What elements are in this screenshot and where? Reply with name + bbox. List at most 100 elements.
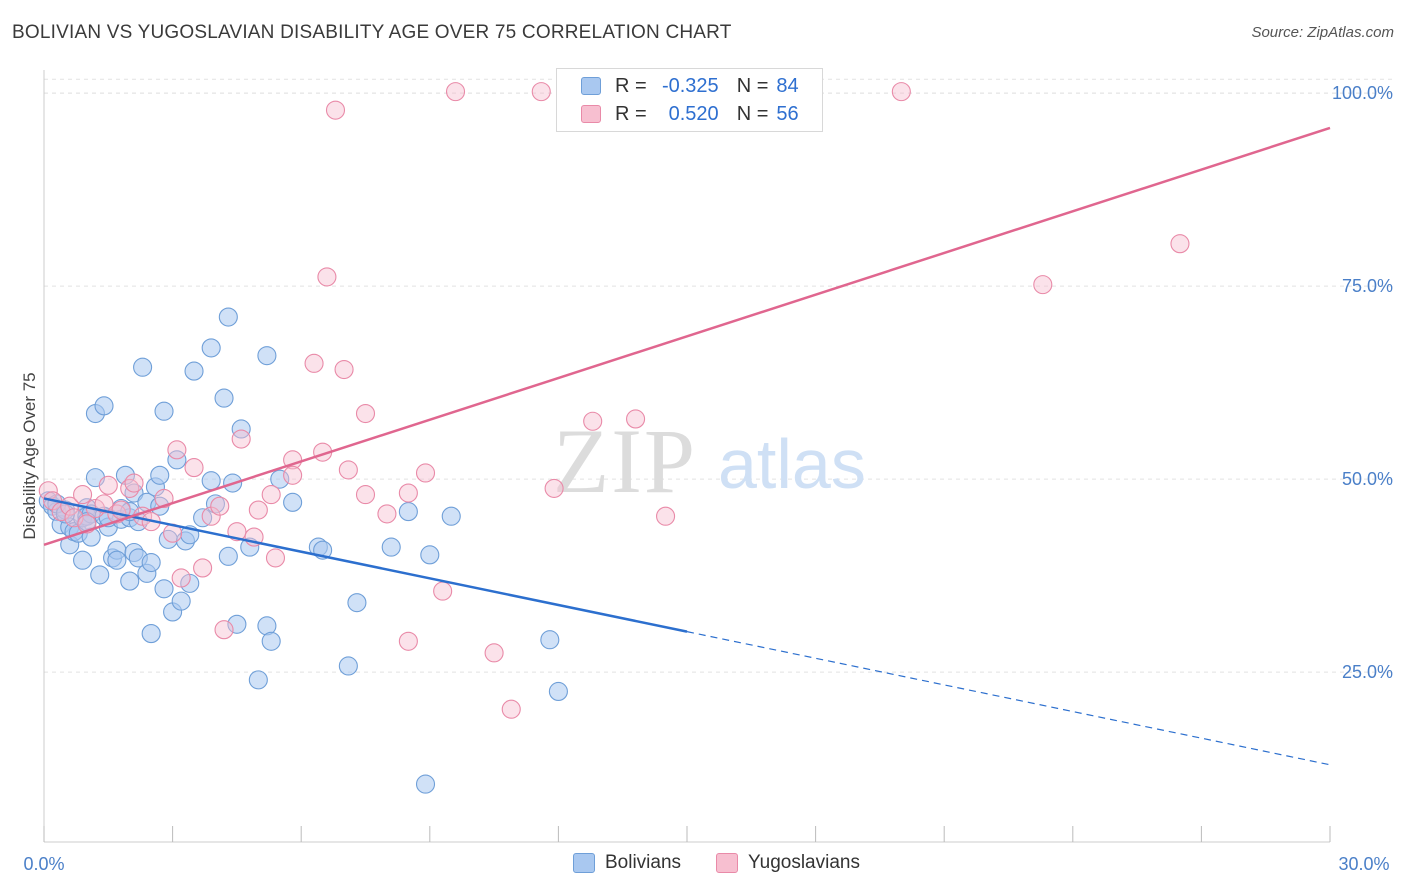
yugoslavian-point xyxy=(583,411,603,431)
yugoslavian-point xyxy=(231,429,251,449)
legend-n-label-2: N = xyxy=(736,102,769,125)
yugoslavian-point xyxy=(94,494,114,514)
trend-lines xyxy=(43,126,1331,766)
legend-n-value-1: 84 xyxy=(776,74,799,97)
y-tick-label: 50.0% xyxy=(1342,469,1393,489)
bolivian-point xyxy=(94,396,114,416)
yugoslavian-point xyxy=(1033,275,1053,295)
yugoslavian-point xyxy=(484,643,504,663)
yugoslavian-point xyxy=(501,699,521,719)
bolivians-trend-line xyxy=(43,497,688,633)
legend-row-bolivians: R = -0.325 N = 84 xyxy=(581,73,799,99)
grid-lines xyxy=(44,78,1392,673)
yugoslavian-point xyxy=(398,483,418,503)
bolivian-point xyxy=(107,550,127,570)
yugoslavian-point xyxy=(445,82,466,102)
bolivian-point xyxy=(283,492,303,512)
yugoslavian-point xyxy=(891,82,911,102)
bolivian-point xyxy=(227,614,247,634)
yugoslavian-point xyxy=(325,100,346,120)
legend-swatch-blue xyxy=(581,77,601,95)
legend-r-value-1: -0.325 xyxy=(661,74,719,97)
legend-r-label-1: R = xyxy=(615,74,647,97)
yugoslavian-point xyxy=(167,440,187,460)
yugoslavians-points xyxy=(38,82,1190,719)
yugoslavian-point xyxy=(73,485,93,505)
yugoslavian-point xyxy=(283,465,303,485)
bolivian-point xyxy=(73,550,93,570)
bolivian-point xyxy=(261,631,281,651)
yugoslavian-point xyxy=(193,558,213,578)
bolivian-point xyxy=(150,465,170,485)
bolivian-point xyxy=(548,681,568,702)
legend-row-yugoslavians: R = 0.520 N = 56 xyxy=(581,101,799,127)
bolivian-point xyxy=(141,624,161,644)
yugoslavian-point xyxy=(317,267,337,287)
yugoslavian-point xyxy=(154,488,174,509)
tick-labels: 25.0% 50.0% 75.0% 100.0% 0.0% 30.0% xyxy=(23,83,1393,874)
legend-r-value-2: 0.520 xyxy=(668,102,719,125)
bolivian-point xyxy=(201,471,221,491)
yugoslavians-trend-line xyxy=(43,126,1331,546)
bolivian-point xyxy=(171,591,191,611)
series-legend: Bolivians Yugoslavians xyxy=(0,852,1406,876)
legend-n-label-1: N = xyxy=(736,74,769,97)
watermark-atlas: atlas xyxy=(718,425,866,503)
yugoslavian-point xyxy=(248,500,268,520)
x-tick-label-max: 30.0% xyxy=(1338,854,1389,874)
bolivians-label: Bolivians xyxy=(605,852,682,873)
bolivian-point xyxy=(214,388,234,408)
bolivian-point xyxy=(167,450,187,470)
yugoslavian-point xyxy=(265,548,286,568)
bolivians-trend-extension xyxy=(686,631,1331,766)
bolivian-point xyxy=(154,401,174,421)
bolivian-point xyxy=(154,579,174,599)
yugoslavian-point xyxy=(124,473,144,493)
yugoslavian-point xyxy=(214,620,234,640)
bolivian-point xyxy=(141,552,161,573)
yugoslavian-point xyxy=(1170,234,1190,254)
axes xyxy=(43,70,1331,843)
yugoslavian-point xyxy=(98,475,118,495)
legend-swatch-pink xyxy=(581,105,601,123)
yugoslavian-point xyxy=(544,478,564,498)
yugoslavian-point xyxy=(227,522,247,542)
yugoslavian-point xyxy=(184,458,204,478)
yugoslavian-point xyxy=(355,485,376,505)
yugoslavian-point xyxy=(304,353,324,373)
yugoslavian-point xyxy=(210,496,230,516)
bolivian-point xyxy=(90,565,110,585)
yugoslavian-point xyxy=(415,463,436,483)
yugoslavian-point xyxy=(656,506,676,526)
y-tick-label: 100.0% xyxy=(1332,83,1393,103)
bolivian-point xyxy=(398,502,418,522)
x-tick-label-min: 0.0% xyxy=(23,854,64,874)
bolivian-point xyxy=(441,506,461,526)
source-label: Source: ZipAtlas.com xyxy=(1251,24,1394,41)
yugoslavian-point xyxy=(377,504,397,524)
y-axis-label: Disability Age Over 75 xyxy=(20,372,39,539)
legend-r-label-2: R = xyxy=(615,102,647,125)
y-tick-label: 25.0% xyxy=(1342,662,1393,682)
yugoslavian-point xyxy=(433,581,453,601)
bolivian-point xyxy=(120,571,140,591)
bolivians-points xyxy=(38,307,568,794)
bolivian-point xyxy=(218,546,238,566)
yugoslavian-point xyxy=(334,359,354,380)
bolivian-point xyxy=(231,419,251,439)
bolivian-point xyxy=(540,630,560,650)
chart-title: BOLIVIAN VS YUGOSLAVIAN DISABILITY AGE O… xyxy=(12,22,732,43)
bolivian-point xyxy=(381,537,401,557)
bolivian-point xyxy=(133,357,153,377)
bolivian-point xyxy=(257,346,277,366)
yugoslavian-point xyxy=(531,82,551,102)
bolivian-point xyxy=(218,307,238,327)
bolivian-point xyxy=(248,670,268,690)
yugoslavian-point xyxy=(355,403,376,424)
bolivian-point xyxy=(201,338,221,358)
bolivian-point xyxy=(415,774,436,794)
watermark: ZIP atlas xyxy=(553,410,866,512)
correlation-legend: R = -0.325 N = 84 R = 0.520 N = 56 xyxy=(556,68,823,132)
yugoslavian-point xyxy=(626,409,646,429)
